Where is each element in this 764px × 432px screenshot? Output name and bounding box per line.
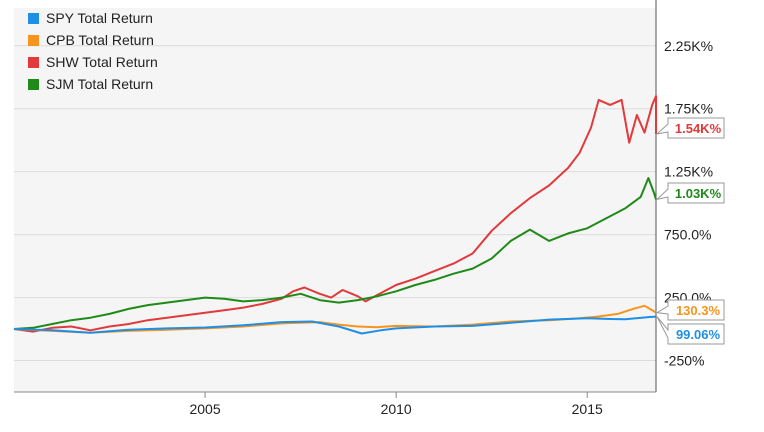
end-label-sjm: 1.03K% [655,182,725,204]
legend-swatch [28,35,39,46]
series-line-cpb [13,304,657,334]
legend-swatch [28,57,39,68]
end-label-text: 1.54K% [675,121,722,136]
legend-label: SJM Total Return [46,76,153,92]
end-label-text: 99.06% [676,327,721,342]
end-label-box [655,299,725,321]
legend-label: SHW Total Return [46,54,158,70]
end-label-box [655,182,725,204]
end-label-cpb: 130.3% [655,299,725,321]
series-line-spy [13,315,657,335]
y-tick-label: 750.0% [664,227,711,243]
y-tick-label: 1.25K% [664,164,713,180]
end-label-text: 130.3% [676,303,721,318]
y-tick-label: -250% [664,353,704,369]
y-tick-label: 1.75K% [664,101,713,117]
end-label-spy: 99.06% [656,316,725,345]
plot-area [14,8,656,392]
legend-label: SPY Total Return [46,10,153,26]
legend-swatch [28,79,39,90]
end-label-box [656,316,725,345]
x-tick-label: 2005 [189,401,220,417]
x-tick-label: 2010 [381,401,412,417]
legend-label: CPB Total Return [46,32,154,48]
legend-swatch [28,13,39,24]
end-label-box [655,117,725,139]
end-label-text: 1.03K% [675,186,722,201]
x-tick-label: 2015 [572,401,603,417]
end-label-shw: 1.54K% [655,117,725,139]
series-line-sjm [13,177,657,330]
y-tick-label: 2.25K% [664,38,713,54]
